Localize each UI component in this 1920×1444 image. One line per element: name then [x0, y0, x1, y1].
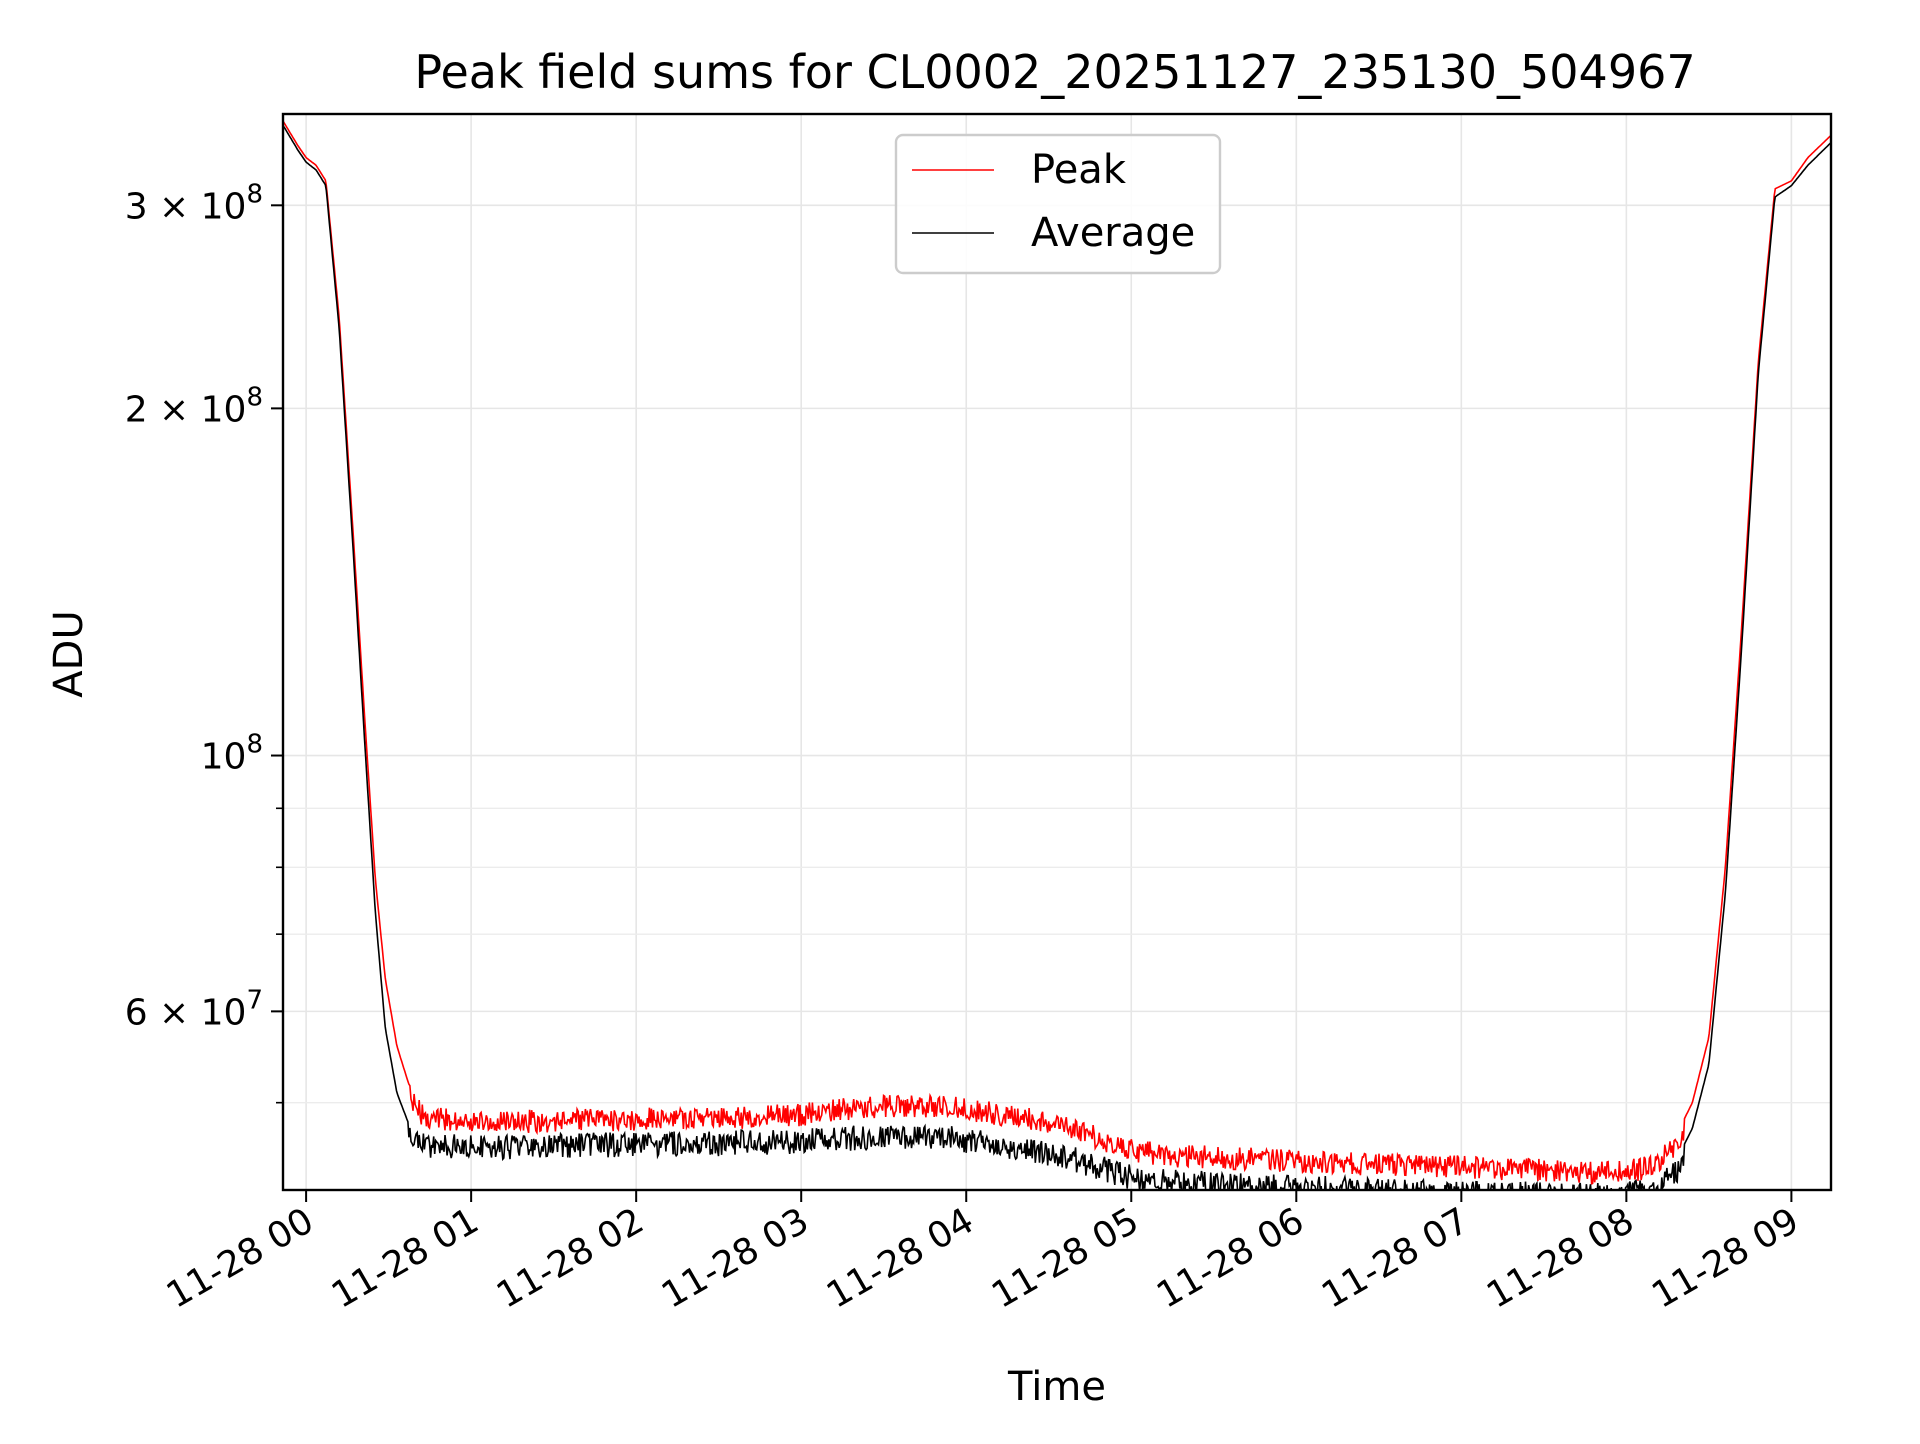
y-axis-label: ADU: [46, 610, 92, 697]
y-tick-label: 108: [201, 730, 263, 778]
series-layer: [283, 120, 1831, 1190]
legend: Peak Average: [894, 133, 1222, 275]
series-line-average: [283, 124, 1831, 1190]
y-tick-label: 2 × 108: [125, 382, 263, 430]
axes-frame: [281, 112, 1833, 1192]
y-tick-label: 6 × 107: [125, 985, 263, 1033]
plot-area: [283, 114, 1831, 1190]
series-line-peak: [283, 120, 1831, 1185]
y-tick-label: 3 × 108: [125, 179, 263, 227]
chart-title: Peak field sums for CL0002_20251127_2351…: [414, 45, 1695, 99]
legend-label-average: Average: [1031, 210, 1195, 256]
x-axis-label: Time: [1007, 1364, 1106, 1410]
legend-label-peak: Peak: [1031, 147, 1127, 193]
